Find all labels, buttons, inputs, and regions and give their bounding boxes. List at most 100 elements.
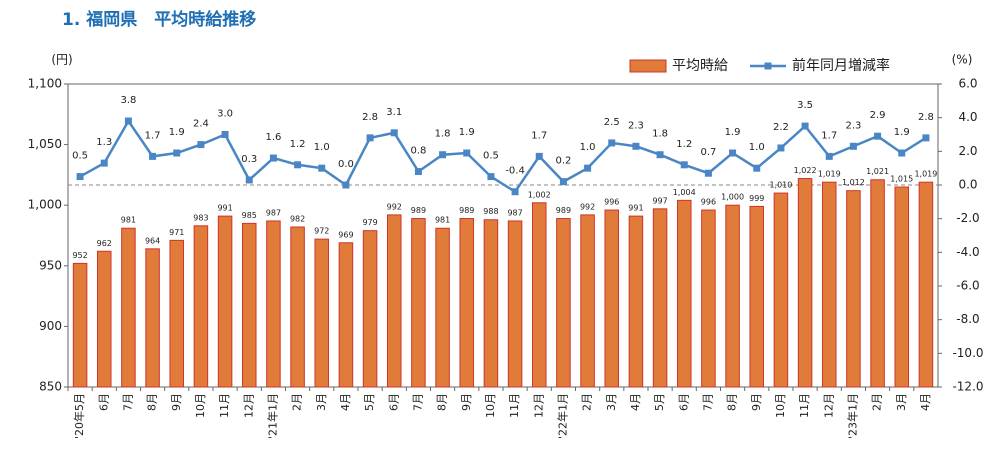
bar [797,178,813,388]
x-tick-label: 12月 [532,393,545,418]
bar-value-label: 983 [193,213,208,222]
line-marker [342,181,350,189]
line-value-label: 0.2 [555,156,571,167]
y-tick-label: 900 [39,319,62,333]
line-marker [76,173,84,181]
y2-tick-label: -4.0 [956,245,979,259]
line-value-label: 3.5 [797,100,813,111]
bar-value-label: 982 [290,215,305,224]
line-value-label: 1.7 [145,130,161,141]
line-value-label: 1.9 [725,127,741,138]
x-tick-label: 3月 [605,393,618,411]
x-tick-label: 7月 [411,393,424,411]
bar-value-label: 999 [749,194,764,203]
bar [870,179,885,388]
line-marker [124,117,132,125]
x-tick-label: '23年1月 [845,393,859,439]
x-tick-label: 11月 [218,393,231,418]
bar [846,190,861,388]
line-value-label: 0.5 [483,151,499,162]
bar-value-label: 1,000 [721,193,744,202]
line-value-label: 3.1 [386,107,402,118]
bar [362,230,378,388]
line-value-label: 2.3 [845,120,861,131]
line-marker [318,164,326,172]
line-marker [777,144,785,152]
bar-value-label: 996 [701,198,716,207]
x-tick-label: 8月 [436,393,449,411]
line-value-label: 1.9 [459,127,475,138]
line-value-label: 1.9 [169,127,185,138]
bar [411,218,426,388]
x-tick-label: 9月 [460,393,473,411]
line-marker [511,188,519,196]
bar-value-label: 987 [507,208,522,217]
bar [96,250,112,388]
bar [821,181,837,388]
x-tick-label: '20年5月 [72,393,86,439]
bar-value-label: 992 [387,202,402,211]
y2-tick-label: -12.0 [952,380,983,394]
bar-value-label: 1,002 [528,190,551,199]
bar-value-label: 997 [652,196,667,205]
bar-value-label: 985 [242,211,257,220]
bar-value-label: 1,021 [866,167,889,176]
x-tick-label: 12月 [242,393,255,418]
line-marker [608,139,616,147]
y2-tick-label: 4.0 [958,110,977,124]
bar [72,262,88,388]
bar-value-label: 996 [604,198,619,207]
line-value-label: 1.3 [96,137,112,148]
line-value-label: 0.7 [700,147,716,158]
line-value-label: 1.8 [652,129,668,140]
legend-label: 前年同月増減率 [792,57,890,74]
x-tick-label: 11月 [798,393,811,418]
line-value-label: 1.6 [265,132,281,143]
y-tick-label: 1,050 [28,137,62,151]
bar [386,214,402,388]
bar [507,220,523,388]
bar [556,218,571,388]
line-marker [294,161,302,169]
line-marker [849,142,857,150]
line-marker [680,161,688,169]
line-marker [173,149,181,157]
x-tick-label: 8月 [726,393,739,411]
bar [652,208,668,388]
line-value-label: 2.2 [773,122,789,133]
bar [338,242,354,388]
bar-value-label: 988 [483,207,498,216]
bar [459,218,475,388]
line-value-label: 0.3 [241,154,257,165]
bar [290,226,305,388]
bar-value-label: 971 [169,228,184,237]
bar-value-label: 952 [72,251,87,260]
x-tick-label: 7月 [701,393,714,411]
bar [145,248,160,388]
bar-value-label: 989 [411,206,426,215]
y2-tick-label: 2.0 [958,144,977,158]
line-marker [197,141,205,149]
line-marker [656,151,664,159]
line-marker [439,151,447,159]
bar [628,215,644,388]
line-marker [535,152,543,160]
bar-value-label: 989 [556,206,571,215]
line-marker [801,122,809,130]
line-marker [390,129,398,137]
x-tick-label: 12月 [822,393,835,418]
bar-value-label: 981 [121,216,136,225]
legend-marker [764,62,772,70]
bar-value-label: 981 [435,216,450,225]
line-value-label: 1.0 [580,142,596,153]
bar-value-label: 1,019 [914,170,937,179]
bar-value-label: 1,022 [794,166,817,175]
bar [531,202,547,388]
line-marker [366,134,374,142]
line-value-label: 3.8 [120,95,136,106]
line-marker [874,132,882,140]
bar [725,204,740,388]
y2-tick-label: 0.0 [958,178,977,192]
line-marker [414,168,422,176]
